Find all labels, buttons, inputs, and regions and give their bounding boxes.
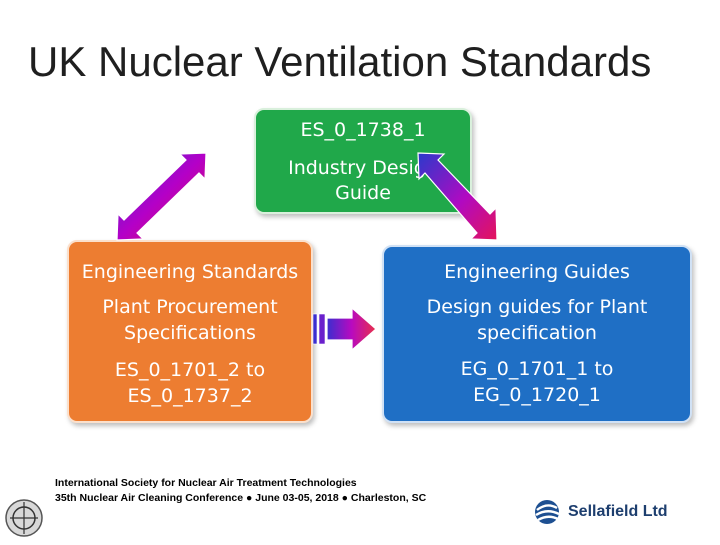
sellafield-logo: Sellafield Ltd bbox=[532, 496, 682, 530]
left-box-line1: Plant Procurement bbox=[102, 296, 278, 318]
right-arrow-icon bbox=[312, 306, 377, 352]
right-box-heading: Engineering Guides bbox=[444, 261, 630, 283]
top-box-line3: Guide bbox=[335, 182, 391, 204]
right-box-line4: EG_0_1720_1 bbox=[473, 384, 601, 406]
top-box-line1: ES_0_1738_1 bbox=[300, 119, 426, 141]
industry-design-guide-box: ES_0_1738_1 Industry Design Guide bbox=[254, 108, 472, 214]
conference-logo-icon bbox=[2, 496, 46, 540]
engineering-standards-box: Engineering Standards Plant Procurement … bbox=[67, 240, 313, 423]
left-box-line3: ES_0_1701_2 to bbox=[114, 359, 266, 381]
right-box-line3: EG_0_1701_1 to bbox=[460, 358, 614, 380]
footer: International Society for Nuclear Air Tr… bbox=[55, 476, 515, 506]
right-box-line1: Design guides for Plant bbox=[426, 296, 648, 318]
globe-icon bbox=[535, 500, 560, 524]
right-box-line2: specification bbox=[477, 322, 597, 344]
sellafield-logo-text: Sellafield Ltd bbox=[568, 503, 668, 520]
footer-line2: 35th Nuclear Air Cleaning Conference ● J… bbox=[55, 492, 427, 504]
page-title: UK Nuclear Ventilation Standards bbox=[28, 38, 652, 85]
left-box-heading: Engineering Standards bbox=[81, 261, 299, 283]
top-box-line2: Industry Design bbox=[288, 157, 438, 179]
engineering-guides-box: Engineering Guides Design guides for Pla… bbox=[382, 245, 692, 423]
left-box-line2: Specifications bbox=[124, 322, 256, 344]
left-box-line4: ES_0_1737_2 bbox=[127, 385, 253, 407]
double-arrow-icon bbox=[116, 152, 207, 241]
footer-line1: International Society for Nuclear Air Tr… bbox=[55, 477, 357, 489]
